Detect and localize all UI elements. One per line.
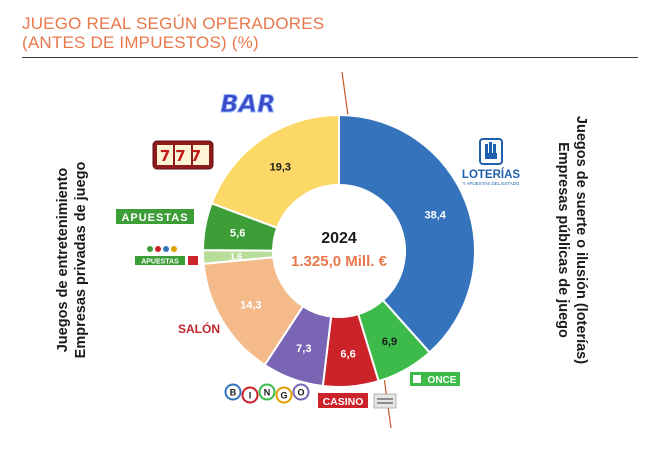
slice-label: 1,6 — [230, 252, 243, 262]
donut-hole — [273, 185, 405, 317]
slice-labels-group: 38,4 6,9 6,6 7,3 14,3 1,6 5,6 19,3 — [230, 161, 447, 360]
title-divider — [22, 57, 638, 58]
bingo-ball — [258, 383, 276, 401]
salon-logo: SALÓN — [178, 321, 220, 336]
loterias-logo: LOTERÍAS Y APUESTAS DEL ESTADO — [462, 138, 520, 186]
center-total: 1.325,0 Mill. € — [291, 253, 388, 270]
slice-label: 38,4 — [425, 209, 447, 221]
once-logo: ONCE — [410, 372, 460, 386]
apuestas-logo-text: APUESTAS — [121, 212, 188, 224]
loterias-logo-subtext: Y APUESTAS DEL ESTADO — [463, 181, 520, 186]
bingo-ball — [241, 386, 259, 404]
slot-machine-icon: 777 — [152, 140, 214, 170]
bingo-ball-letter: N — [264, 388, 271, 398]
casino-logo: CASINO — [318, 393, 397, 409]
apuestas-small-logo: APUESTAS — [135, 246, 198, 266]
bar-logo: BAR — [220, 90, 276, 119]
slice-label: 14,3 — [240, 299, 261, 311]
bingo-ball-letter: B — [230, 388, 237, 398]
once-logo-text: ONCE — [428, 375, 457, 386]
slice-label: 7,3 — [296, 343, 311, 355]
slice-label: 5,6 — [230, 227, 245, 239]
casino-logo-text: CASINO — [323, 396, 364, 408]
center-year: 2024 — [321, 230, 357, 247]
chart-title-line2: (ANTES DE IMPUESTOS) (%) — [22, 33, 259, 52]
slice-label: 6,6 — [340, 349, 355, 361]
bingo-ball-letter: O — [297, 388, 304, 398]
chart-title-line1: JUEGO REAL SEGÚN OPERADORES — [22, 14, 325, 33]
loterias-logo-text: LOTERÍAS — [462, 168, 520, 181]
bar-logo-text: BAR — [220, 90, 275, 118]
bingo-ball — [224, 383, 242, 401]
apuestas-small-logo-text: APUESTAS — [141, 259, 179, 266]
bingo-ball — [292, 383, 310, 401]
apuestas-logo: APUESTAS — [116, 209, 194, 224]
chart-title: JUEGO REAL SEGÚN OPERADORES (ANTES DE IM… — [22, 14, 642, 52]
bingo-ball — [275, 386, 293, 404]
slice-label: 19,3 — [270, 161, 291, 173]
slice-label: 6,9 — [382, 336, 397, 348]
bingo-ball-letter: G — [280, 391, 287, 401]
bingo-ball-letter: I — [249, 391, 252, 401]
slot-machine-text: 777 — [160, 147, 206, 165]
